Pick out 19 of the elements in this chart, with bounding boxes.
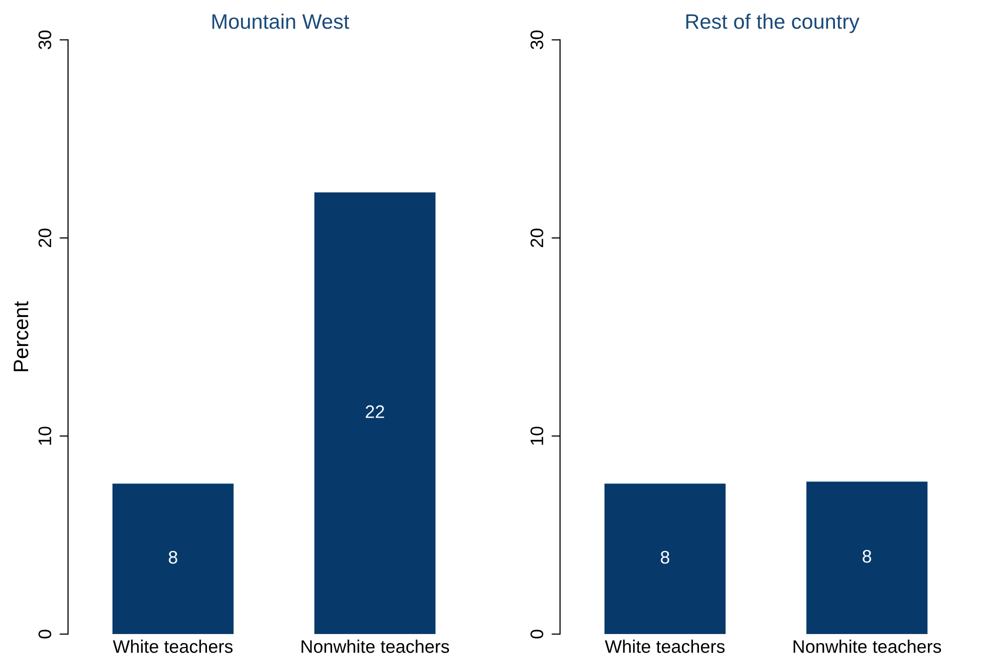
chart-title: Mountain West xyxy=(212,14,350,29)
y-tick-label: 0 xyxy=(530,630,544,638)
data-label: 8 xyxy=(862,550,872,563)
data-label: 22 xyxy=(366,405,384,418)
y-axis-title: Percent xyxy=(14,301,28,372)
x-tick-label: White teachers xyxy=(604,640,725,653)
y-tick-label: 0 xyxy=(38,630,52,638)
data-label: 8 xyxy=(168,550,178,564)
y-tick-label: 10 xyxy=(38,426,52,445)
chart-title: Rest of the country xyxy=(686,14,860,34)
y-tick-label: 10 xyxy=(530,426,544,445)
y-tick-label: 30 xyxy=(38,30,52,50)
y-tick-label: 20 xyxy=(38,228,52,248)
data-label: 8 xyxy=(660,550,670,564)
x-tick-label: Nonwhite teachers xyxy=(794,640,942,653)
y-tick-label: 30 xyxy=(530,30,544,50)
x-tick-label: Nonwhite teachers xyxy=(302,640,450,653)
x-tick-label: White teachers xyxy=(112,640,233,653)
y-tick-label: 20 xyxy=(530,228,544,248)
